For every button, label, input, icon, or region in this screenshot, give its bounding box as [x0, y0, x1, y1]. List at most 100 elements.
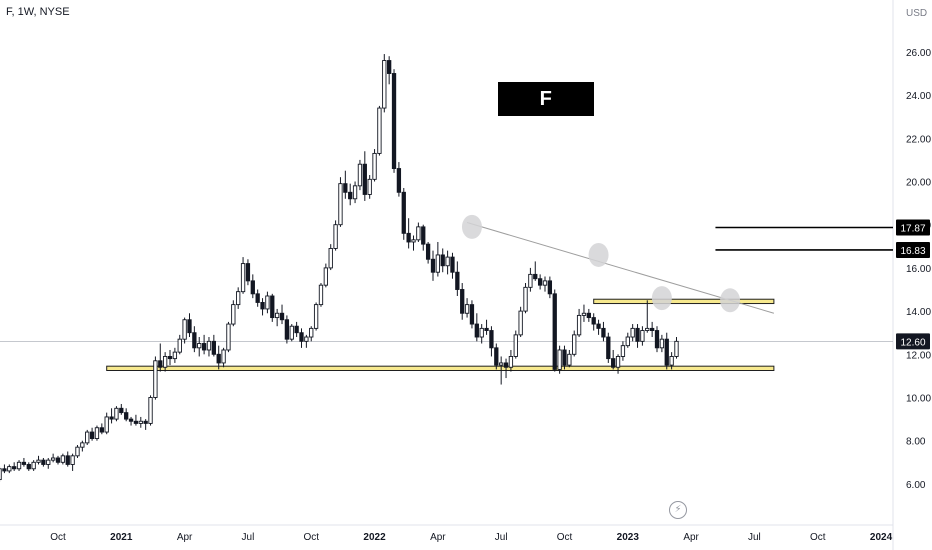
x-tick-label-6: Apr — [430, 532, 446, 543]
candle-113 — [547, 276, 553, 299]
candle-123 — [596, 319, 601, 335]
candle-134 — [649, 321, 655, 338]
candle-55 — [265, 291, 270, 314]
y-tick-label-2: 22.00 — [906, 134, 931, 145]
y-tick-label-6: 14.00 — [906, 307, 931, 318]
candle-118 — [572, 330, 577, 357]
candle-48 — [231, 300, 236, 327]
candle-8 — [36, 455, 41, 465]
x-tick-label-13: 2024 — [870, 532, 893, 543]
candle-25 — [119, 403, 124, 415]
candle-5 — [21, 457, 27, 467]
x-tick-label-3: Jul — [242, 532, 255, 543]
candle-82 — [396, 162, 402, 197]
candle-6 — [26, 462, 31, 471]
x-tick-label-2: Apr — [177, 532, 193, 543]
y-tick-label-1: 24.00 — [906, 91, 931, 102]
candle-34 — [162, 352, 168, 372]
candle-36 — [172, 347, 178, 363]
candle-139 — [674, 337, 679, 359]
candle-29 — [138, 416, 143, 428]
candle-121 — [586, 308, 591, 322]
x-tick-label-12: Oct — [810, 532, 826, 543]
candle-94 — [455, 261, 460, 296]
candle-101 — [489, 326, 494, 357]
candle-38 — [182, 317, 187, 344]
svg-text:16.83: 16.83 — [900, 246, 925, 257]
x-tick-label-10: Apr — [683, 532, 699, 543]
candle-91 — [440, 248, 445, 273]
candle-132 — [640, 326, 645, 346]
candle-127 — [615, 354, 621, 374]
candle-137 — [664, 332, 669, 370]
candle-109 — [528, 267, 533, 292]
candle-106 — [513, 330, 518, 359]
candle-61 — [294, 321, 299, 338]
candle-108 — [523, 283, 528, 314]
candle-41 — [197, 337, 202, 357]
candle-63 — [304, 334, 309, 348]
x-tick-label-4: Oct — [303, 532, 319, 543]
candle-7 — [31, 460, 36, 471]
candle-111 — [537, 274, 543, 290]
candle-44 — [211, 334, 216, 357]
support-band[interactable] — [106, 365, 775, 371]
candle-45 — [216, 345, 221, 370]
candle-14 — [65, 451, 70, 467]
candle-4 — [16, 460, 22, 471]
candle-21 — [99, 423, 104, 435]
y-tick-label-7: 12.00 — [906, 350, 931, 361]
candle-40 — [192, 326, 197, 353]
candle-97 — [469, 300, 475, 329]
candle-130 — [630, 324, 635, 342]
candle-31 — [148, 395, 153, 426]
candle-60 — [289, 324, 294, 342]
candle-12 — [55, 455, 61, 465]
candle-70 — [338, 177, 343, 227]
candle-68 — [328, 244, 333, 271]
candle-10 — [46, 457, 51, 469]
candle-110 — [533, 261, 538, 281]
x-tick-label-11: Jul — [748, 532, 761, 543]
candle-49 — [236, 287, 241, 309]
candle-102 — [494, 343, 499, 370]
candle-87 — [421, 224, 426, 251]
candle-53 — [255, 289, 260, 307]
candle-133 — [645, 300, 650, 333]
chart-title: F, 1W, NYSE — [6, 6, 70, 18]
candle-119 — [576, 308, 582, 338]
candle-65 — [313, 302, 319, 331]
resistance-band[interactable] — [593, 298, 775, 305]
candle-20 — [94, 425, 100, 441]
price-label-2: 12.60 — [896, 333, 930, 350]
candle-116 — [562, 345, 567, 370]
candle-19 — [89, 427, 95, 441]
candle-24 — [114, 406, 119, 422]
candle-136 — [659, 334, 665, 353]
candle-131 — [635, 324, 640, 348]
candle-79 — [382, 54, 387, 113]
candle-23 — [109, 408, 114, 424]
candle-78 — [377, 105, 382, 156]
candle-27 — [128, 416, 134, 426]
candle-26 — [124, 408, 129, 422]
lightning-icon[interactable]: ⚡ — [669, 501, 687, 519]
candle-107 — [518, 306, 523, 338]
candle-1 — [2, 464, 7, 474]
candle-22 — [104, 412, 109, 435]
candle-56 — [270, 293, 275, 322]
candle-90 — [435, 241, 441, 277]
candle-50 — [240, 257, 246, 294]
candle-93 — [450, 252, 455, 279]
candle-54 — [260, 298, 265, 316]
candle-46 — [221, 347, 226, 368]
y-tick-label-9: 8.00 — [906, 437, 926, 448]
candle-62 — [299, 328, 304, 348]
candle-117 — [567, 349, 572, 368]
pivot-marker-1 — [588, 242, 609, 267]
candle-66 — [318, 283, 324, 307]
weekly-annotation: F WEEKLY — [498, 82, 594, 144]
x-tick-label-9: 2023 — [617, 532, 640, 543]
candle-2 — [7, 464, 12, 474]
